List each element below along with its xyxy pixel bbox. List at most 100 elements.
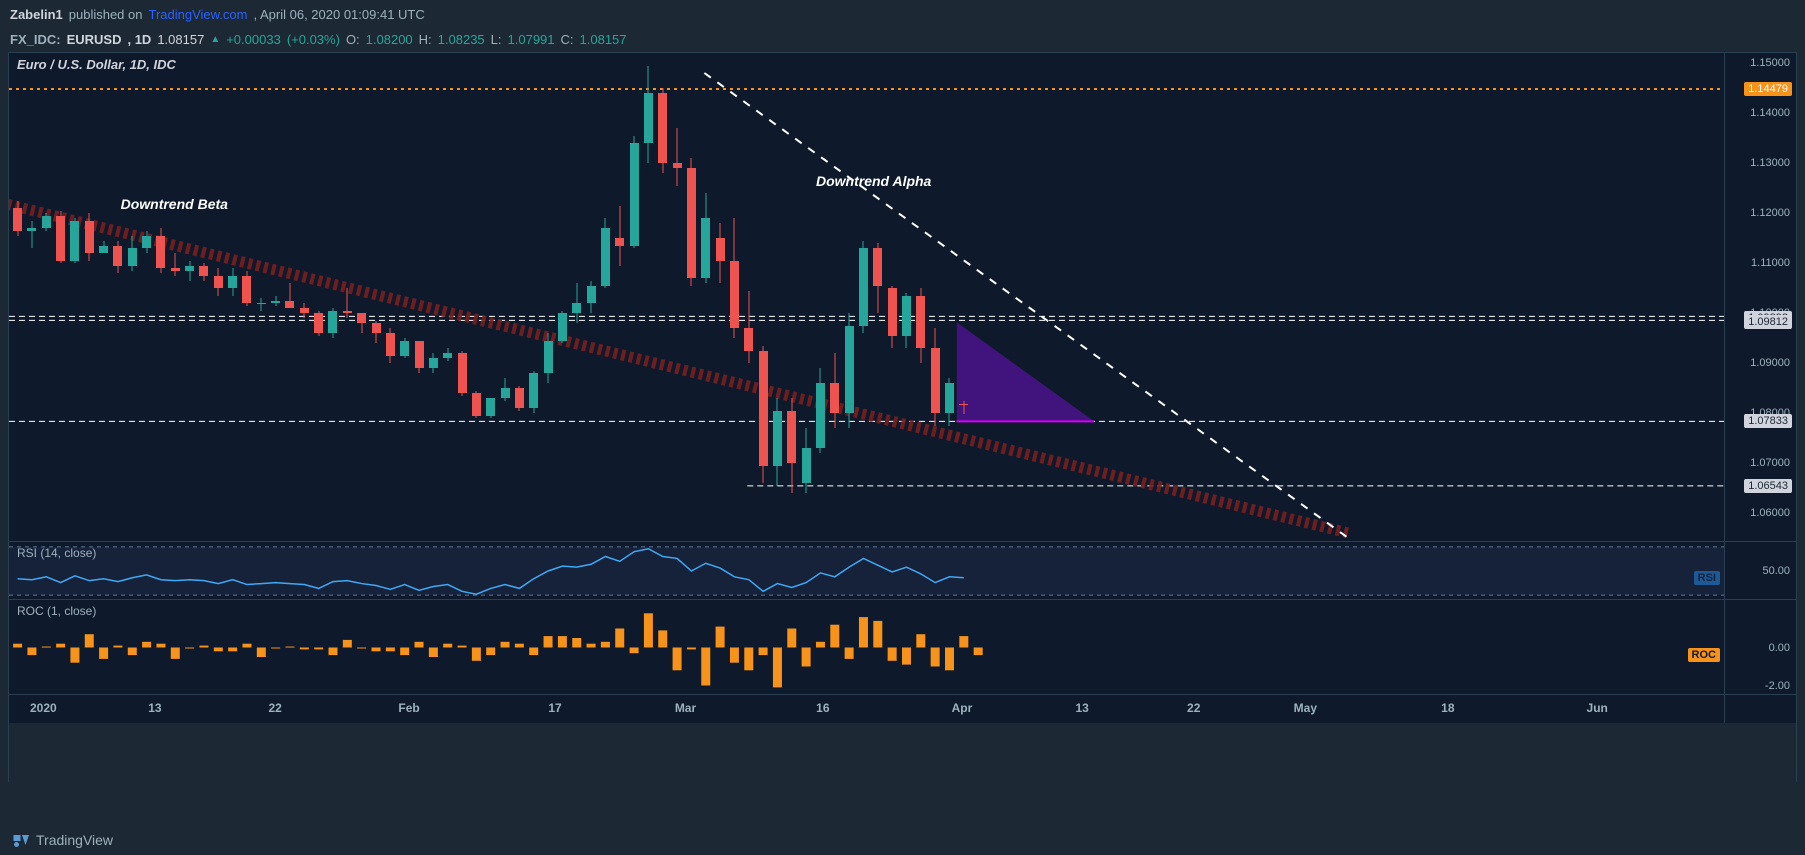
roc-tick: 0.00 bbox=[1769, 642, 1790, 654]
footer-text: TradingView bbox=[36, 832, 113, 848]
price-tick: 1.14000 bbox=[1750, 107, 1790, 119]
candle bbox=[386, 53, 395, 543]
candle bbox=[242, 53, 251, 543]
candle bbox=[285, 53, 294, 543]
candle bbox=[400, 53, 409, 543]
candle bbox=[257, 53, 266, 543]
candle bbox=[558, 53, 567, 543]
candle bbox=[701, 53, 710, 543]
price-level-label: 1.14479 bbox=[1744, 82, 1792, 96]
time-tick: Feb bbox=[398, 701, 419, 715]
candle bbox=[501, 53, 510, 543]
candle bbox=[816, 53, 825, 543]
candle bbox=[515, 53, 524, 543]
candle bbox=[458, 53, 467, 543]
time-tick: 13 bbox=[148, 701, 161, 715]
candle bbox=[128, 53, 137, 543]
time-tick: Jun bbox=[1587, 701, 1608, 715]
roc-badge: ROC bbox=[1688, 648, 1720, 662]
price-level-label: 1.09812 bbox=[1744, 315, 1792, 329]
candle bbox=[687, 53, 696, 543]
annotation-downtrend-beta: Downtrend Beta bbox=[121, 196, 228, 212]
time-tick: Mar bbox=[675, 701, 696, 715]
time-tick: 22 bbox=[268, 701, 281, 715]
main-price-pane[interactable]: Euro / U.S. Dollar, 1D, IDC Downtrend Al… bbox=[9, 52, 1796, 542]
candle bbox=[802, 53, 811, 543]
candle bbox=[472, 53, 481, 543]
l-val: 1.07991 bbox=[508, 32, 555, 47]
up-arrow-icon: ▲ bbox=[210, 34, 220, 45]
time-tick: 22 bbox=[1187, 701, 1200, 715]
candle bbox=[13, 53, 22, 543]
candle bbox=[845, 53, 854, 543]
candle bbox=[27, 53, 36, 543]
site-link[interactable]: TradingView.com bbox=[148, 7, 247, 22]
candle bbox=[658, 53, 667, 543]
candle bbox=[730, 53, 739, 543]
last-price: 1.08157 bbox=[157, 32, 204, 47]
candle bbox=[945, 53, 954, 543]
candle bbox=[931, 53, 940, 543]
candle bbox=[372, 53, 381, 543]
price-tick: 1.13000 bbox=[1750, 157, 1790, 169]
price-tick: 1.12000 bbox=[1750, 207, 1790, 219]
candle bbox=[113, 53, 122, 543]
time-tick: 13 bbox=[1075, 701, 1088, 715]
price-tick: 1.15000 bbox=[1750, 57, 1790, 69]
candle bbox=[228, 53, 237, 543]
candle bbox=[328, 53, 337, 543]
candle bbox=[587, 53, 596, 543]
time-axis[interactable]: 20201322Feb17Mar16Apr1322May18Jun bbox=[9, 695, 1796, 723]
h-val: 1.08235 bbox=[438, 32, 485, 47]
candle bbox=[744, 53, 753, 543]
time-tick: 2020 bbox=[30, 701, 57, 715]
candle bbox=[486, 53, 495, 543]
candle bbox=[615, 53, 624, 543]
footer-brand[interactable]: TradingView bbox=[12, 831, 113, 849]
tradingview-logo-icon bbox=[12, 831, 30, 849]
price-axis[interactable]: 1.150001.140001.130001.120001.110001.100… bbox=[1724, 53, 1796, 541]
rsi-pane[interactable]: RSI (14, close) RSI 50.00 bbox=[9, 542, 1796, 600]
author: Zabelin1 bbox=[10, 7, 63, 22]
candle bbox=[859, 53, 868, 543]
h-label: H: bbox=[419, 32, 432, 47]
roc-label: ROC (1, close) bbox=[17, 604, 96, 618]
rsi-label: RSI (14, close) bbox=[17, 546, 96, 560]
candle bbox=[343, 53, 352, 543]
candle bbox=[544, 53, 553, 543]
exchange-prefix: FX_IDC: bbox=[10, 32, 61, 47]
candle bbox=[959, 53, 968, 543]
candle bbox=[314, 53, 323, 543]
candle bbox=[572, 53, 581, 543]
candle bbox=[300, 53, 309, 543]
price-tick: 1.09000 bbox=[1750, 357, 1790, 369]
candle bbox=[85, 53, 94, 543]
candle bbox=[644, 53, 653, 543]
candle bbox=[156, 53, 165, 543]
annotation-downtrend-alpha: Downtrend Alpha bbox=[816, 173, 931, 189]
candle bbox=[630, 53, 639, 543]
candle bbox=[787, 53, 796, 543]
published-on-text: published on bbox=[69, 7, 143, 22]
time-axis-spacer bbox=[1724, 695, 1796, 723]
candle bbox=[185, 53, 194, 543]
roc-overlay bbox=[9, 600, 1796, 694]
l-label: L: bbox=[491, 32, 502, 47]
candle bbox=[357, 53, 366, 543]
publish-bar: Zabelin1 published on TradingView.com , … bbox=[0, 0, 1805, 28]
time-tick: 18 bbox=[1441, 701, 1454, 715]
o-label: O: bbox=[346, 32, 360, 47]
candle bbox=[142, 53, 151, 543]
candle bbox=[42, 53, 51, 543]
candle bbox=[759, 53, 768, 543]
candle bbox=[443, 53, 452, 543]
symbol[interactable]: EURUSD bbox=[67, 32, 122, 47]
time-tick: 16 bbox=[816, 701, 829, 715]
roc-tick: -2.00 bbox=[1765, 680, 1790, 692]
rsi-axis: 50.00 bbox=[1724, 542, 1796, 599]
roc-pane[interactable]: ROC (1, close) ROC 0.00 -2.00 bbox=[9, 600, 1796, 695]
candle bbox=[902, 53, 911, 543]
candle bbox=[56, 53, 65, 543]
roc-axis: 0.00 -2.00 bbox=[1724, 600, 1796, 694]
symbol-info-bar: FX_IDC: EURUSD , 1D 1.08157 ▲ +0.00033 (… bbox=[0, 28, 1805, 50]
